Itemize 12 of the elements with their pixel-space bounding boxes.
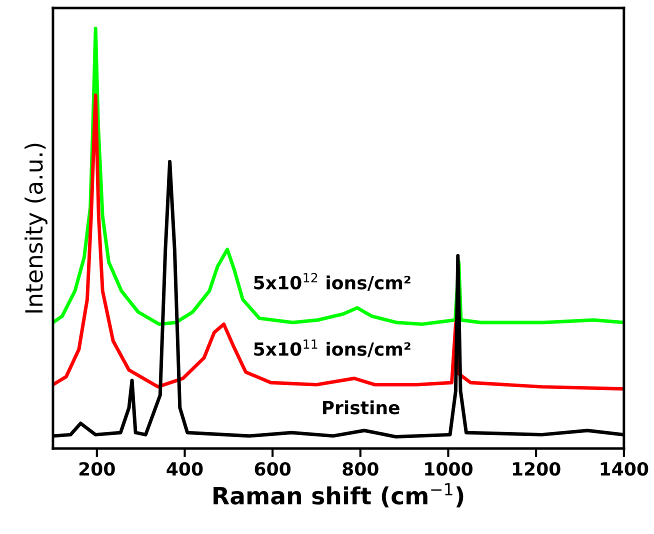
series-label: 5x10$^{11}$ ions/cm² bbox=[254, 339, 410, 358]
series-label: 5x10$^{12}$ ions/cm² bbox=[254, 272, 410, 291]
x-tick-label: 800 bbox=[342, 462, 378, 476]
x-tick-label: 1400 bbox=[600, 462, 648, 476]
x-tick-label: 400 bbox=[166, 462, 203, 476]
y-axis-title: Intensity (a.u.) bbox=[24, 144, 48, 313]
x-tick-label: 200 bbox=[79, 462, 115, 476]
x-tick-label: 1000 bbox=[425, 462, 473, 476]
x-tick-label: 1200 bbox=[512, 462, 560, 476]
x-tick-label: 600 bbox=[254, 462, 291, 476]
series-label: Pristine bbox=[322, 400, 400, 414]
x-axis-title: Raman shift (cm$^{−1}$) bbox=[214, 483, 464, 508]
